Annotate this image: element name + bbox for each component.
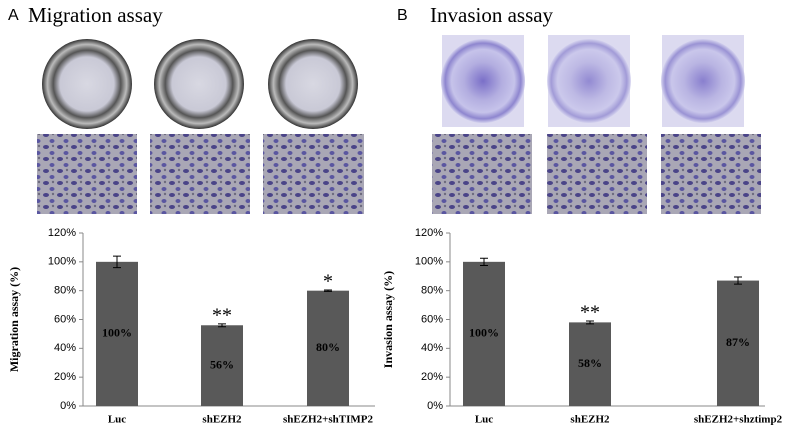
- error-bar: [480, 257, 488, 266]
- value-label: 100%: [469, 326, 499, 340]
- significance: *: [323, 271, 333, 293]
- value-label: 80%: [316, 340, 340, 354]
- value-label: 100%: [102, 326, 132, 340]
- y-tick-label: 40%: [54, 342, 76, 354]
- photos: [37, 35, 761, 214]
- y-tick-label: 100%: [415, 256, 443, 268]
- bar: [96, 261, 138, 406]
- y-tick-label: 20%: [54, 371, 76, 383]
- y-tick-label: 100%: [48, 256, 76, 268]
- chart-title: Invasion assay: [430, 3, 554, 27]
- y-tick-label: 80%: [421, 285, 443, 297]
- y-tick-label: 0%: [427, 400, 443, 412]
- value-label: 87%: [726, 335, 750, 349]
- bar: [717, 280, 759, 406]
- error-bar: [113, 255, 121, 269]
- x-tick-label: shEZH2+shztimp2: [694, 414, 783, 426]
- y-tick-label: 20%: [421, 371, 443, 383]
- value-label: 56%: [210, 357, 234, 371]
- y-tick-label: 0%: [60, 400, 76, 412]
- panel-label: B: [397, 7, 408, 24]
- error-bar: [586, 320, 594, 325]
- x-tick-label: shEZH2: [570, 414, 610, 426]
- significance: **: [580, 302, 600, 324]
- bar: [463, 261, 505, 406]
- y-tick-label: 80%: [54, 285, 76, 297]
- bar: [201, 325, 243, 406]
- error-bar: [324, 289, 332, 292]
- y-tick-label: 120%: [48, 227, 76, 239]
- y-tick-label: 120%: [415, 227, 443, 239]
- panel-label: A: [8, 7, 19, 24]
- significance: **: [212, 304, 232, 326]
- chart-title: Migration assay: [28, 3, 163, 27]
- y-axis-label: Invasion assay (%): [381, 271, 395, 368]
- error-bar: [218, 323, 226, 328]
- y-axis-label: Migration assay (%): [7, 267, 21, 372]
- x-tick-label: Luc: [475, 414, 493, 426]
- value-label: 58%: [578, 356, 602, 370]
- x-tick-label: shEZH2+shTIMP2: [283, 414, 374, 426]
- error-bar: [734, 276, 742, 285]
- x-tick-label: shEZH2: [202, 414, 242, 426]
- x-tick-label: Luc: [108, 414, 126, 426]
- y-tick-label: 40%: [421, 342, 443, 354]
- bar: [307, 290, 349, 406]
- bar: [569, 322, 611, 406]
- y-tick-label: 60%: [421, 313, 443, 325]
- y-tick-label: 60%: [54, 313, 76, 325]
